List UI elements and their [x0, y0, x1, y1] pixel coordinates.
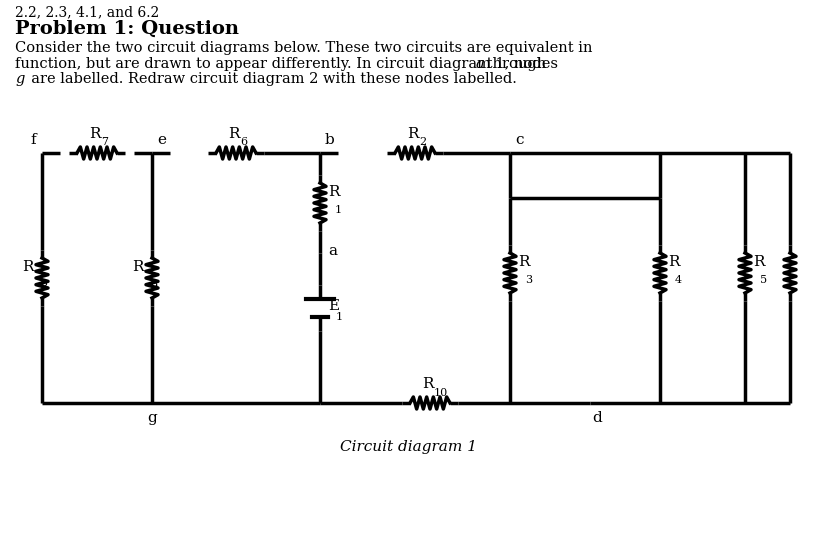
Text: Consider the two circuit diagrams below. These two circuits are equivalent in: Consider the two circuit diagrams below.… [15, 41, 592, 55]
Text: R: R [228, 127, 240, 141]
Text: c: c [515, 133, 524, 147]
Text: g: g [147, 411, 157, 425]
Text: R: R [518, 255, 530, 269]
Text: R: R [422, 377, 434, 391]
Text: 1: 1 [335, 205, 342, 215]
Text: a: a [328, 244, 337, 258]
Text: R: R [328, 185, 339, 199]
Text: g: g [15, 72, 24, 86]
Text: 10: 10 [434, 388, 448, 398]
Text: R: R [753, 255, 765, 269]
Text: 8: 8 [40, 282, 47, 292]
Text: a: a [476, 57, 485, 71]
Text: 2.2, 2.3, 4.1, and 6.2: 2.2, 2.3, 4.1, and 6.2 [15, 5, 159, 19]
Text: e: e [157, 133, 166, 147]
Text: through: through [482, 57, 546, 71]
Text: R: R [668, 255, 680, 269]
Text: 9: 9 [150, 282, 157, 292]
Text: 4: 4 [675, 275, 682, 285]
Text: 1: 1 [336, 312, 343, 322]
Text: 2: 2 [419, 137, 426, 147]
Text: R: R [89, 127, 100, 141]
Text: R: R [132, 260, 144, 274]
Text: b: b [325, 133, 335, 147]
Text: f: f [30, 133, 36, 147]
Text: Problem 1: Question: Problem 1: Question [15, 20, 239, 38]
Text: R: R [407, 127, 419, 141]
Text: 6: 6 [240, 137, 247, 147]
Text: d: d [592, 411, 601, 425]
Text: 7: 7 [101, 137, 108, 147]
Text: function, but are drawn to appear differently. In circuit diagram 1, nodes: function, but are drawn to appear differ… [15, 57, 562, 71]
Text: are labelled. Redraw circuit diagram 2 with these nodes labelled.: are labelled. Redraw circuit diagram 2 w… [22, 72, 517, 86]
Text: 3: 3 [525, 275, 532, 285]
Text: Circuit diagram 1: Circuit diagram 1 [339, 440, 477, 454]
Text: 5: 5 [760, 275, 767, 285]
Text: R: R [23, 260, 34, 274]
Text: E: E [328, 299, 339, 313]
